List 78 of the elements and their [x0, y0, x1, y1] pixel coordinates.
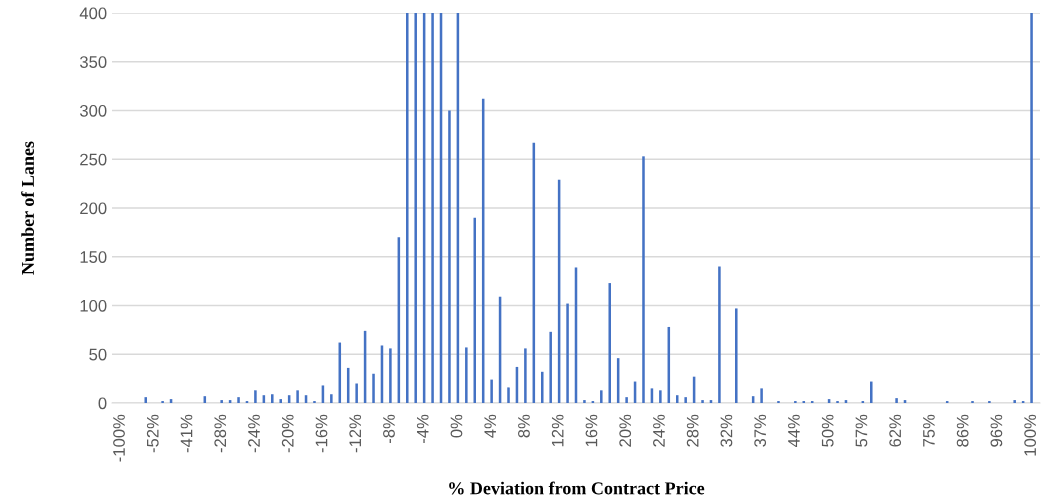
bar	[735, 308, 738, 403]
bar	[389, 348, 392, 403]
y-tick-label: 300	[79, 104, 107, 117]
bar	[540, 371, 544, 403]
x-tick-label: -41%	[180, 414, 193, 453]
bar	[549, 331, 552, 403]
x-tick-label: 50%	[821, 414, 834, 447]
bar	[254, 390, 257, 403]
y-tick-label: 50	[89, 348, 107, 361]
bar	[1030, 13, 1033, 403]
bar	[372, 373, 375, 403]
y-tick-label: 250	[80, 153, 107, 166]
bar	[406, 13, 409, 403]
x-tick-label: 100%	[1024, 414, 1037, 456]
bar	[507, 387, 510, 403]
x-tick-label: 8%	[518, 414, 530, 438]
x-tick-label: 12%	[551, 414, 564, 447]
bar	[355, 383, 358, 403]
bar	[144, 397, 148, 403]
bar	[659, 390, 662, 403]
x-tick-label: -52%	[146, 414, 159, 453]
x-tick-label: 24%	[653, 414, 665, 447]
x-tick-label: -24%	[248, 414, 260, 453]
y-tick-label: 100	[80, 299, 107, 312]
x-tick-label: 86%	[956, 414, 969, 447]
bar	[448, 110, 451, 403]
x-tick-label: -4%	[416, 414, 429, 444]
bar	[524, 348, 527, 403]
x-tick-label: 62%	[889, 414, 902, 447]
x-tick-label: 57%	[855, 414, 868, 447]
y-tick-label: 350	[79, 56, 107, 68]
bar	[675, 395, 679, 403]
bar	[431, 13, 434, 403]
bar	[220, 400, 223, 403]
bar	[279, 399, 282, 403]
bar	[490, 379, 493, 403]
bar	[718, 266, 721, 403]
x-tick-label: -100%	[113, 414, 125, 462]
bar	[414, 13, 417, 403]
bar	[600, 390, 603, 403]
x-tick-label: 96%	[990, 414, 1003, 447]
bar	[760, 388, 763, 403]
y-tick-label: 150	[80, 251, 107, 263]
x-tick-label: 37%	[754, 414, 767, 447]
y-tick-label: 200	[80, 202, 107, 215]
x-tick-label: -20%	[281, 414, 294, 453]
x-tick-label: 0%	[450, 414, 463, 438]
bar	[895, 398, 898, 403]
bar	[625, 397, 628, 403]
y-axis-title: Number of Lanes	[21, 141, 35, 275]
x-tick-label: -8%	[383, 414, 395, 444]
x-axis-title: % Deviation from Contract Price	[449, 481, 705, 495]
x-tick-label: 4%	[484, 414, 497, 438]
bar	[330, 394, 333, 403]
bar	[684, 397, 687, 403]
x-tick-label: 32%	[720, 414, 733, 447]
bar	[465, 347, 468, 403]
bar	[870, 381, 873, 403]
bar	[583, 400, 586, 403]
x-tick-label: 28%	[686, 414, 699, 447]
x-tick-label: 75%	[923, 414, 935, 447]
x-tick-label: -28%	[214, 414, 227, 453]
bar	[701, 400, 704, 403]
y-tick-label: 0	[98, 397, 107, 410]
bar	[473, 217, 477, 403]
x-tick-label: -16%	[315, 414, 328, 453]
x-tick-label: -12%	[349, 414, 362, 453]
x-tick-label: 16%	[585, 414, 598, 447]
bar	[271, 394, 274, 403]
x-tick-label: 20%	[619, 414, 632, 447]
bar	[1013, 400, 1016, 403]
bar	[642, 156, 645, 403]
bar	[566, 303, 569, 403]
bar	[296, 390, 299, 403]
bar	[608, 283, 612, 403]
bar	[237, 397, 240, 403]
y-tick-label: 400	[79, 7, 107, 20]
x-tick-label: 44%	[788, 414, 800, 448]
